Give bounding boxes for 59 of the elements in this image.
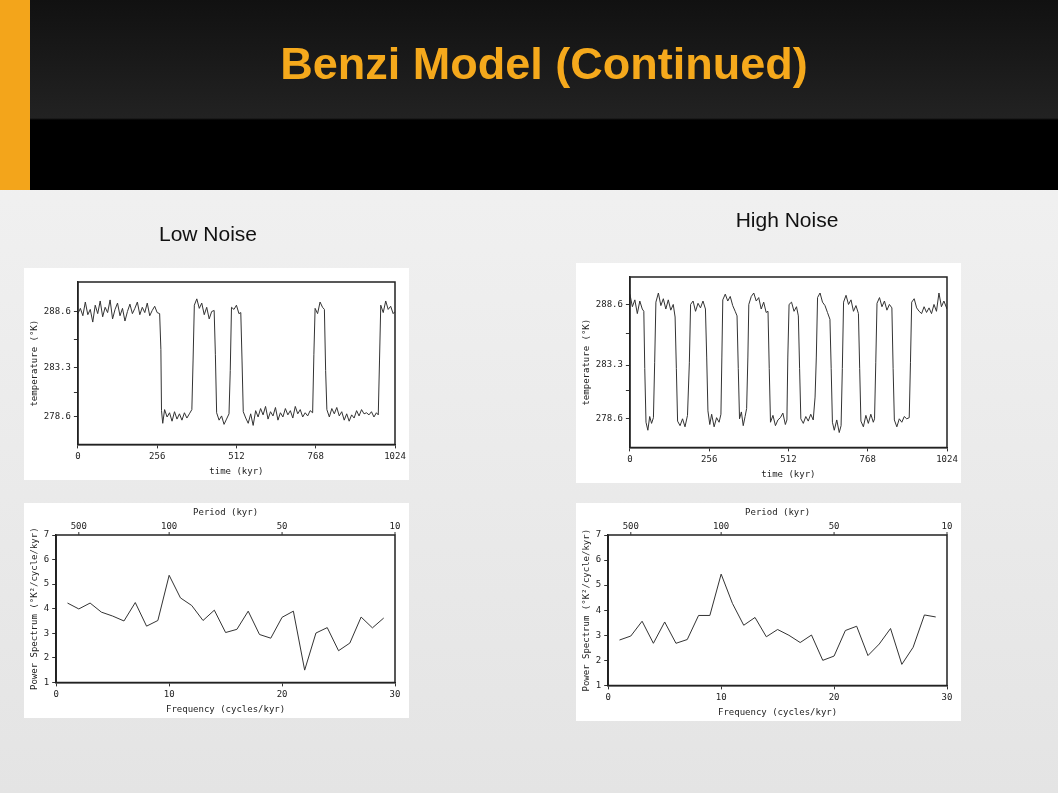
y-tick-label: 278.6 (595, 413, 623, 424)
chart-subtitle: Low Noise (157, 222, 259, 246)
y-tick-label: 7 (43, 529, 50, 540)
x-tick-label: 512 (780, 454, 797, 465)
y-axis-title: temperature (°K) (28, 319, 39, 407)
y-tick-label: 4 (595, 604, 602, 615)
y-tick-label: 288.6 (595, 298, 623, 309)
x-tick-label: 10 (163, 689, 175, 700)
x2-axis-title: Period (kyr) (745, 506, 811, 517)
x-tick-label: 30 (389, 689, 401, 700)
text: 500 (70, 520, 87, 531)
x-axis-title: Frequency (cycles/kyr) (166, 703, 286, 714)
x-tick-label: 0 (627, 454, 633, 465)
x-axis-title: time (kyr) (209, 465, 264, 476)
x-axis-title: Frequency (cycles/kyr) (718, 706, 838, 717)
x-tick-label: 768 (307, 451, 324, 462)
x-tick-label: 1024 (384, 451, 406, 462)
text: 10 (941, 520, 953, 531)
text: Benzi Model (Continued) (279, 38, 809, 90)
text: 100 (161, 520, 178, 531)
text: 50 (276, 520, 288, 531)
y-axis-title: Power Spectrum (°K²/cycle/kyr) (580, 528, 591, 692)
y-tick-label: 288.6 (43, 305, 71, 316)
text: 500 (622, 520, 639, 531)
text: 100 (713, 520, 730, 531)
y-tick-label: 2 (43, 652, 50, 663)
y-tick-label: 6 (595, 554, 602, 565)
y-tick-label: 5 (595, 579, 602, 590)
y-tick-label: 2 (595, 654, 602, 665)
x-tick-label: 0 (75, 451, 81, 462)
y-tick-label: 3 (595, 629, 602, 640)
y-tick-label: 5 (43, 578, 50, 589)
x-tick-label: 1024 (936, 454, 958, 465)
y-tick-label: 283.3 (595, 359, 623, 370)
text: 10 (389, 520, 401, 531)
x-tick-label: 30 (941, 692, 953, 703)
x-tick-label: 256 (149, 451, 166, 462)
y-tick-label: 278.6 (43, 411, 71, 422)
x-tick-label: 256 (701, 454, 718, 465)
x-tick-label: 768 (859, 454, 876, 465)
y-tick-label: 1 (595, 679, 602, 690)
text: 50 (828, 520, 840, 531)
x-axis-title: time (kyr) (761, 468, 816, 479)
y-tick-label: 6 (43, 553, 50, 564)
y-tick-label: 7 (595, 529, 602, 540)
y-tick-label: 1 (43, 676, 50, 687)
y-tick-label: 4 (43, 603, 50, 614)
chart-subtitle: High Noise (734, 208, 840, 232)
y-axis-title: Power Spectrum (°K²/cycle/kyr) (28, 527, 39, 690)
x-tick-label: 20 (276, 689, 288, 700)
x2-axis-title: Period (kyr) (193, 506, 259, 517)
x-tick-label: 0 (605, 692, 611, 703)
x-tick-label: 512 (228, 451, 245, 462)
x-tick-label: 10 (715, 692, 727, 703)
y-tick-label: 283.3 (43, 361, 71, 372)
y-tick-label: 3 (43, 627, 50, 638)
x-tick-label: 20 (828, 692, 840, 703)
y-axis-title: temperature (°K) (580, 318, 591, 406)
x-tick-label: 0 (53, 689, 59, 700)
